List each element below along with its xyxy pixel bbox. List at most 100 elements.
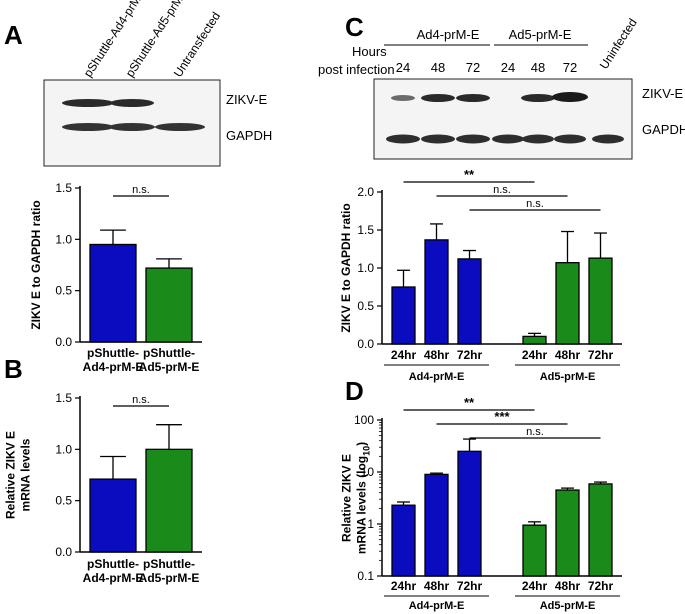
y-tick-label: 0.0 xyxy=(357,337,374,351)
bar xyxy=(588,257,613,345)
significance-label: n.s. xyxy=(493,184,511,196)
bar xyxy=(391,286,416,345)
panel-letter-d: D xyxy=(345,376,364,406)
blot-c-band-gapdh xyxy=(421,134,455,144)
blot-c-hours-label: Hours xyxy=(352,44,387,59)
blot-c-band-zikv xyxy=(456,94,490,102)
blot-c-timepoint: 48 xyxy=(531,60,545,75)
x-tick-label: pShuttle- xyxy=(143,346,195,360)
y-axis-label-suffix: ) xyxy=(355,442,369,446)
significance-label: n.s. xyxy=(526,426,544,438)
y-axis-label: ZIKV E to GAPDH ratio xyxy=(29,200,43,329)
x-tick-label: 24hr xyxy=(391,348,417,362)
y-axis-label-subscript: 10 xyxy=(362,446,372,456)
blot-c: Ad4-prM-E Ad5-prM-E Hours post infection… xyxy=(318,16,685,160)
chart-a: 0.0 0.5 1.0 1.5 ZIKV E to GAPDH ratio pShuttl… xyxy=(29,181,202,374)
significance-label: *** xyxy=(494,409,510,424)
blot-a-band-zikv xyxy=(110,99,154,107)
bar xyxy=(555,262,580,345)
panel-letter-b: B xyxy=(4,354,23,384)
x-tick-label: pShuttle- xyxy=(143,557,195,571)
blot-c-band-gapdh xyxy=(554,134,586,144)
significance-label: ** xyxy=(464,395,475,410)
x-tick-label: 48hr xyxy=(555,348,581,362)
y-tick-label: 1.0 xyxy=(55,232,72,246)
blot-c-band-gapdh xyxy=(386,134,420,144)
blot-c-band-gapdh xyxy=(492,134,524,144)
bar xyxy=(457,258,482,345)
y-tick-label: 0.0 xyxy=(55,545,72,559)
x-tick-label: Ad4-prM-E xyxy=(83,571,144,585)
chart-c: 0.0 0.5 1.0 1.5 2.0 ZIKV E to GAPDH ratio 24hr… xyxy=(339,167,622,383)
blot-c-band-gapdh xyxy=(592,134,624,144)
x-tick-label: Ad5-prM-E xyxy=(139,360,200,374)
blot-c-band-gapdh xyxy=(456,134,490,144)
blot-a-lane-label: Untransfected xyxy=(171,9,223,79)
blot-a-band-label-gapdh: GAPDH xyxy=(226,128,272,143)
y-tick-label: 1.5 xyxy=(55,181,72,195)
y-tick-label: 1 xyxy=(367,517,374,531)
y-tick-label: 1.0 xyxy=(55,442,72,456)
x-tick-label: 72hr xyxy=(457,348,483,362)
blot-c-group-label: Ad5-prM-E xyxy=(509,27,572,42)
blot-a-membrane xyxy=(43,79,221,167)
bar xyxy=(89,243,137,343)
bar xyxy=(457,450,482,577)
blot-c-band-zikv xyxy=(552,92,588,102)
significance-label: n.s. xyxy=(132,184,150,196)
y-tick-label: 0.0 xyxy=(55,335,72,349)
x-tick-label: 24hr xyxy=(522,579,548,593)
blot-c-timepoint: 72 xyxy=(466,60,480,75)
y-axis-label: Relative ZIKV E xyxy=(4,431,18,519)
blot-c-timepoint: 24 xyxy=(396,60,410,75)
blot-c-band-zikv xyxy=(421,94,455,102)
x-tick-label: Ad5-prM-E xyxy=(139,571,200,585)
bar xyxy=(424,239,449,345)
blot-c-uninfected-label: Uninfected xyxy=(597,16,640,72)
x-tick-label: 24hr xyxy=(391,579,417,593)
blot-a-band-gapdh xyxy=(155,123,205,131)
y-tick-label: 1.5 xyxy=(55,391,72,405)
y-tick-label: 1.5 xyxy=(357,223,374,237)
x-tick-label: 48hr xyxy=(555,579,581,593)
bar xyxy=(588,483,613,577)
y-tick-label: 0.1 xyxy=(357,569,374,583)
y-tick-label: 10 xyxy=(361,465,375,479)
y-tick-label: 0.5 xyxy=(55,494,72,508)
y-axis-label: ZIKV E to GAPDH ratio xyxy=(339,203,353,332)
y-axis-label: mRNA levels xyxy=(19,438,33,511)
blot-c-band-label-gapdh: GAPDH xyxy=(642,122,685,137)
x-tick-label: 48hr xyxy=(424,579,450,593)
bar xyxy=(391,504,416,577)
x-tick-label: Ad4-prM-E xyxy=(83,360,144,374)
blot-c-band-gapdh xyxy=(522,134,554,144)
group-label: Ad5-prM-E xyxy=(540,371,596,383)
panel-letter-a: A xyxy=(4,20,23,50)
y-tick-label: 1.0 xyxy=(357,261,374,275)
x-tick-label: 72hr xyxy=(588,579,614,593)
bar xyxy=(424,473,449,577)
x-tick-label: 24hr xyxy=(522,348,548,362)
blot-c-hours-label: post infection xyxy=(318,62,395,77)
x-tick-label: 48hr xyxy=(424,348,450,362)
blot-a-band-zikv xyxy=(62,99,114,107)
group-label: Ad4-prM-E xyxy=(409,600,465,612)
blot-c-timepoint: 48 xyxy=(431,60,445,75)
bar xyxy=(522,335,547,345)
x-tick-label: pShuttle- xyxy=(87,346,139,360)
y-axis-label: mRNA levels (log10) xyxy=(355,442,372,554)
blot-c-band-label-zikv: ZIKV-E xyxy=(642,86,684,101)
x-tick-label: 72hr xyxy=(457,579,483,593)
blot-c-timepoint: 72 xyxy=(563,60,577,75)
y-tick-label: 0.5 xyxy=(357,299,374,313)
group-label: Ad5-prM-E xyxy=(540,600,596,612)
y-tick-label: 0.5 xyxy=(55,284,72,298)
blot-c-group-label: Ad4-prM-E xyxy=(417,27,480,42)
blot-c-membrane xyxy=(373,78,633,160)
blot-a-band-gapdh xyxy=(109,123,155,131)
bar xyxy=(145,267,193,343)
blot-c-timepoint: 24 xyxy=(501,60,515,75)
blot-a: pShuttle-Ad4-prM-E pShuttle-Ad5-prM-E Un… xyxy=(43,0,272,167)
